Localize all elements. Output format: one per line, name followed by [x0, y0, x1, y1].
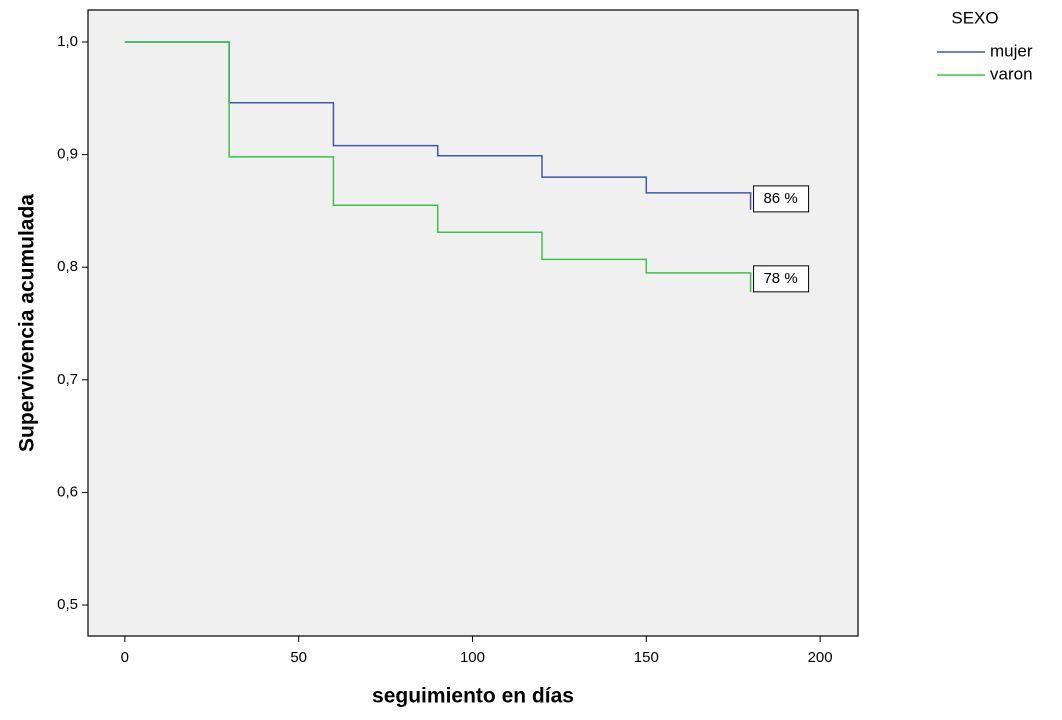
annotation-box — [753, 185, 810, 213]
plot-area — [87, 9, 859, 637]
annotation: 86 % — [763, 190, 797, 207]
x-tick-label: 150 — [634, 649, 659, 666]
legend-label: varon — [990, 64, 1033, 83]
x-tick-label: 50 — [290, 649, 307, 666]
legend-title: SEXO — [951, 8, 998, 27]
y-axis-title: Supervivencia acumulada — [16, 194, 39, 452]
x-tick-label: 0 — [121, 649, 129, 666]
y-tick-label: 0,9 — [57, 146, 78, 163]
survival-line — [124, 41, 752, 292]
y-tick-label: 0,8 — [57, 258, 78, 275]
legend-label: mujer — [990, 41, 1033, 60]
y-tick-label: 0,5 — [57, 596, 78, 613]
x-tick-label: 100 — [460, 649, 485, 666]
y-tick-label: 0,7 — [57, 371, 78, 388]
annotation-box — [753, 265, 810, 293]
y-tick-label: 1,0 — [57, 33, 78, 50]
x-axis-title: seguimiento en días — [372, 685, 574, 708]
annotation: 78 % — [763, 270, 797, 287]
x-tick-label: 200 — [808, 649, 833, 666]
y-tick-label: 0,6 — [57, 483, 78, 500]
